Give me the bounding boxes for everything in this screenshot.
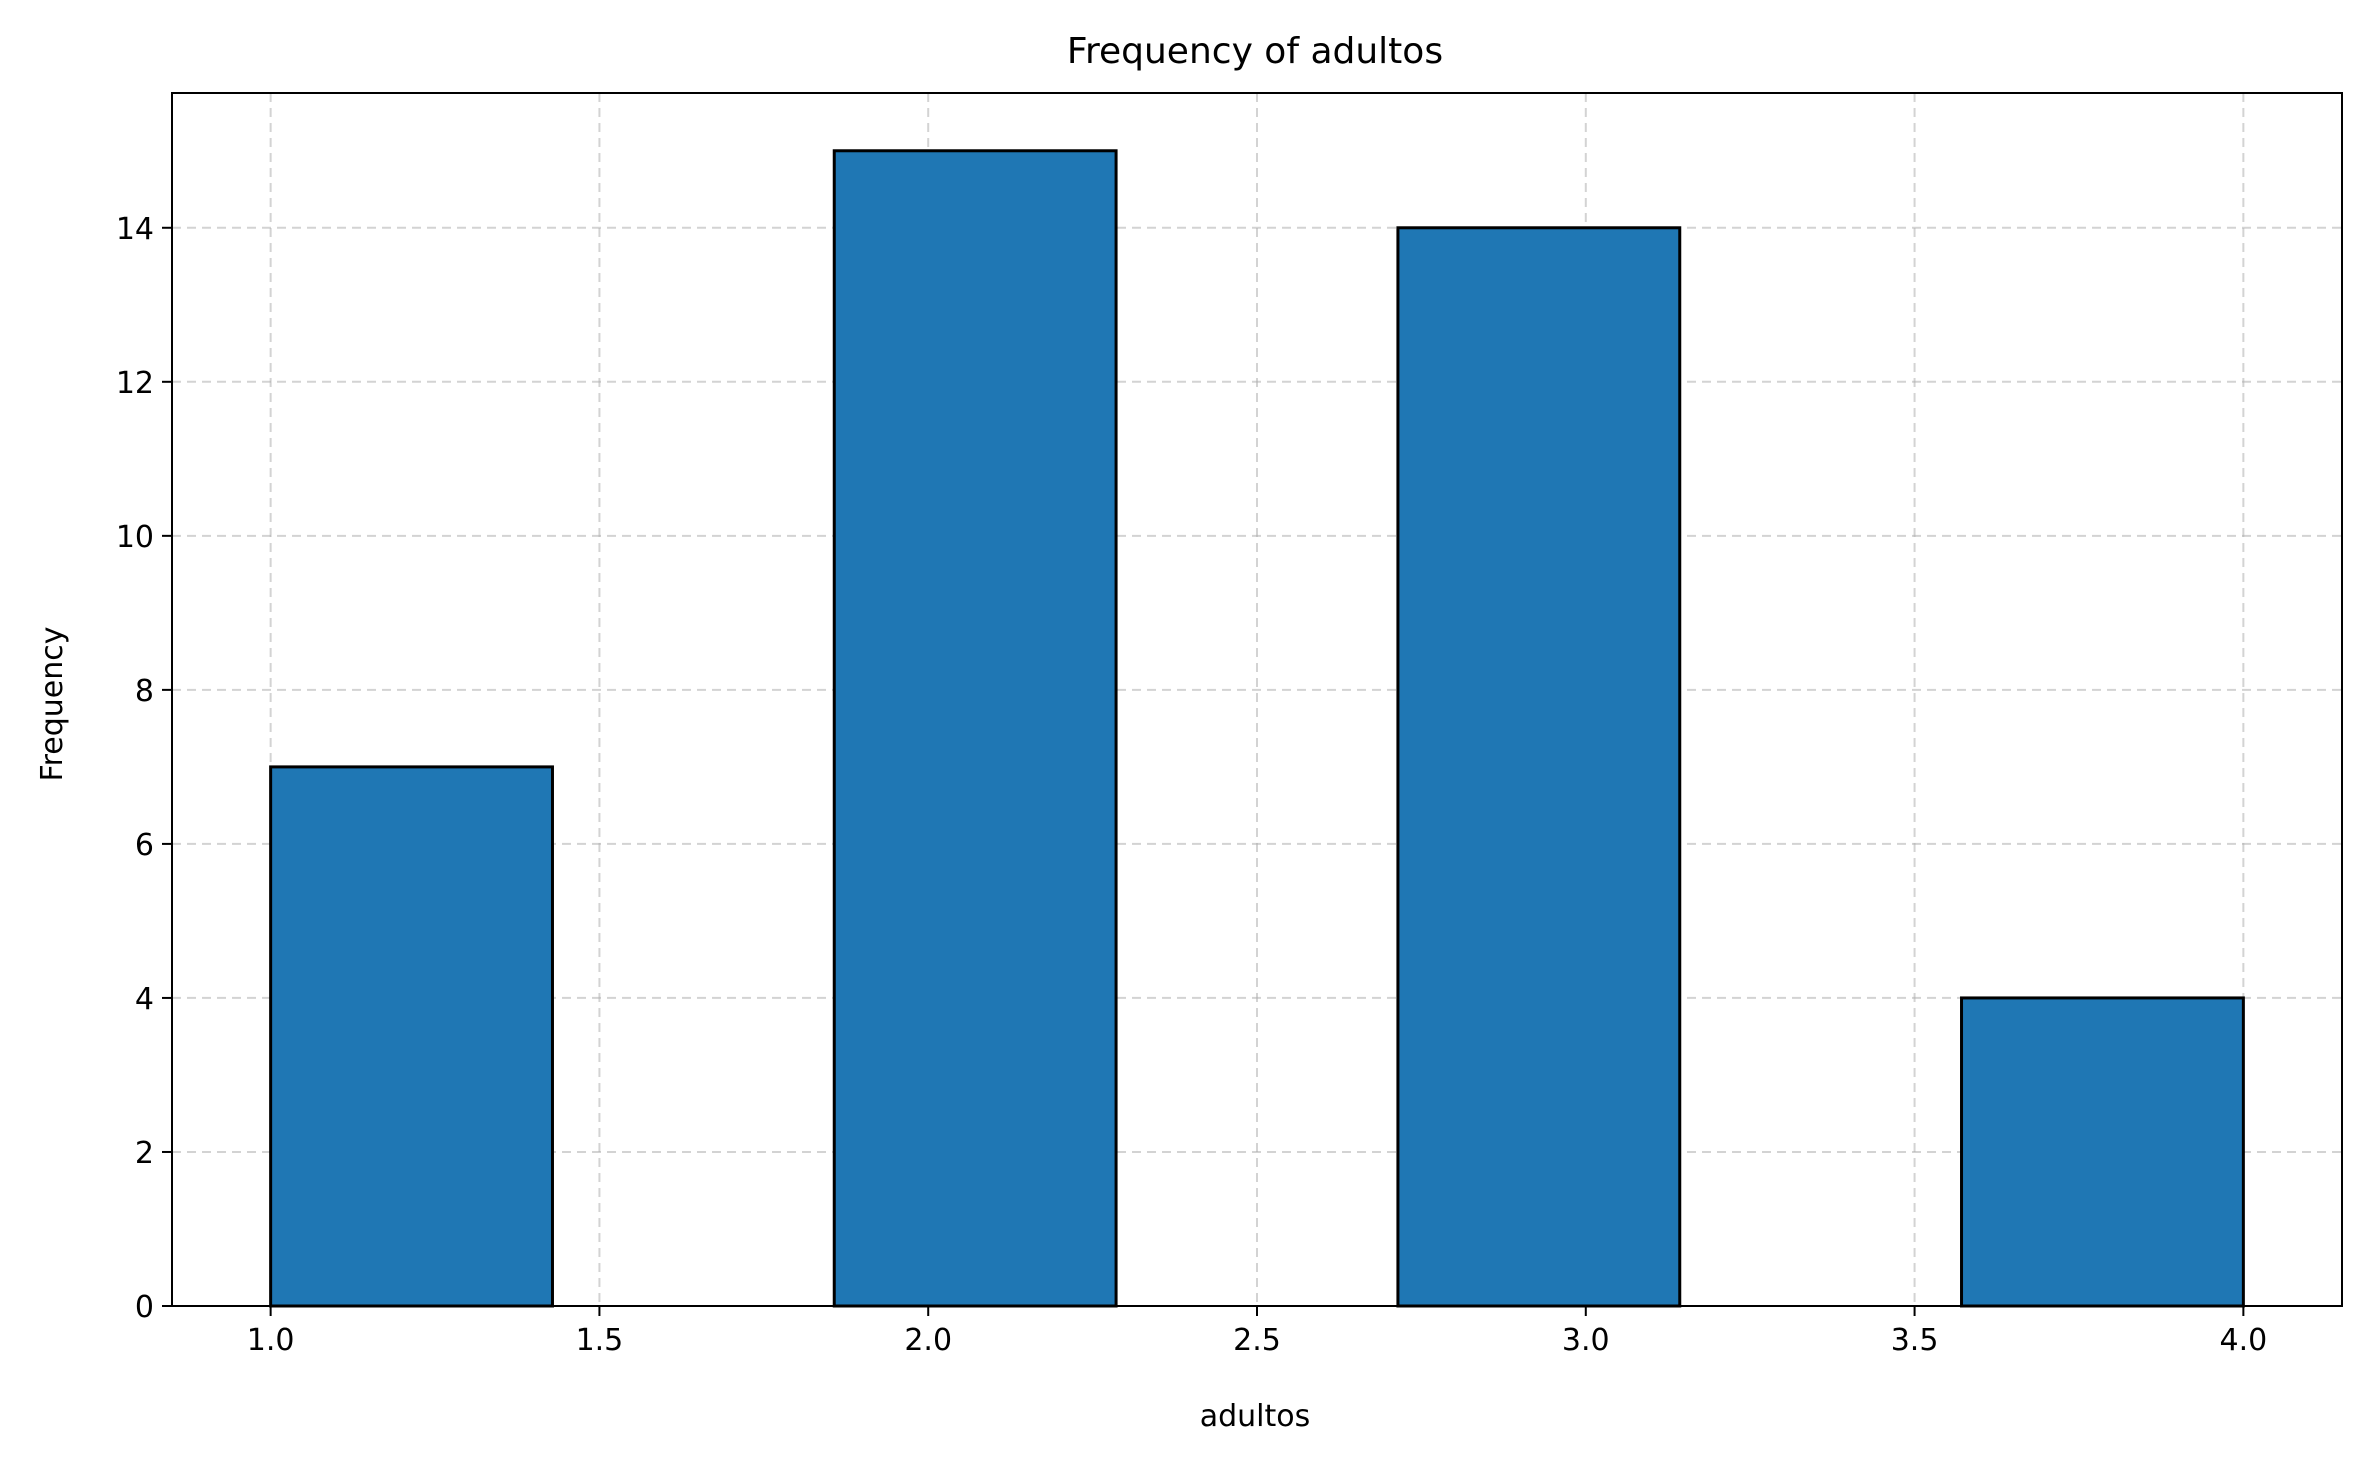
x-tick-label-6: 4.0 [2220, 1323, 2268, 1358]
x-tick-label-4: 3.0 [1562, 1323, 1610, 1358]
y-tick-label-6: 12 [116, 366, 154, 401]
x-ticks: 1.0 1.5 2.0 2.5 3.0 3.5 4.0 [247, 1306, 2267, 1358]
y-tick-label-3: 6 [135, 828, 154, 863]
histogram-bar-6 [1960, 996, 2245, 1308]
y-tick-label-2: 4 [135, 982, 154, 1017]
x-tick-label-3: 2.5 [1233, 1323, 1281, 1358]
x-tick-label-1: 1.5 [576, 1323, 624, 1358]
histogram-bar-4 [1396, 226, 1682, 1308]
x-tick-label-0: 1.0 [247, 1323, 295, 1358]
x-axis-label: adultos [1200, 1399, 1311, 1434]
histogram-bar-2 [832, 149, 1118, 1308]
y-axis-label: Frequency [35, 627, 70, 782]
y-tick-label-5: 10 [116, 520, 154, 555]
bars [269, 149, 2245, 1308]
y-tick-label-0: 0 [135, 1290, 154, 1325]
histogram-bar-0 [269, 765, 554, 1308]
x-tick-label-5: 3.5 [1891, 1323, 1939, 1358]
chart-title: Frequency of adultos [1067, 31, 1443, 72]
y-ticks: 0 2 4 6 8 10 12 14 [116, 212, 172, 1325]
y-tick-label-1: 2 [135, 1136, 154, 1171]
x-tick-label-2: 2.0 [904, 1323, 952, 1358]
y-tick-label-4: 8 [135, 674, 154, 709]
y-tick-label-7: 14 [116, 212, 154, 247]
